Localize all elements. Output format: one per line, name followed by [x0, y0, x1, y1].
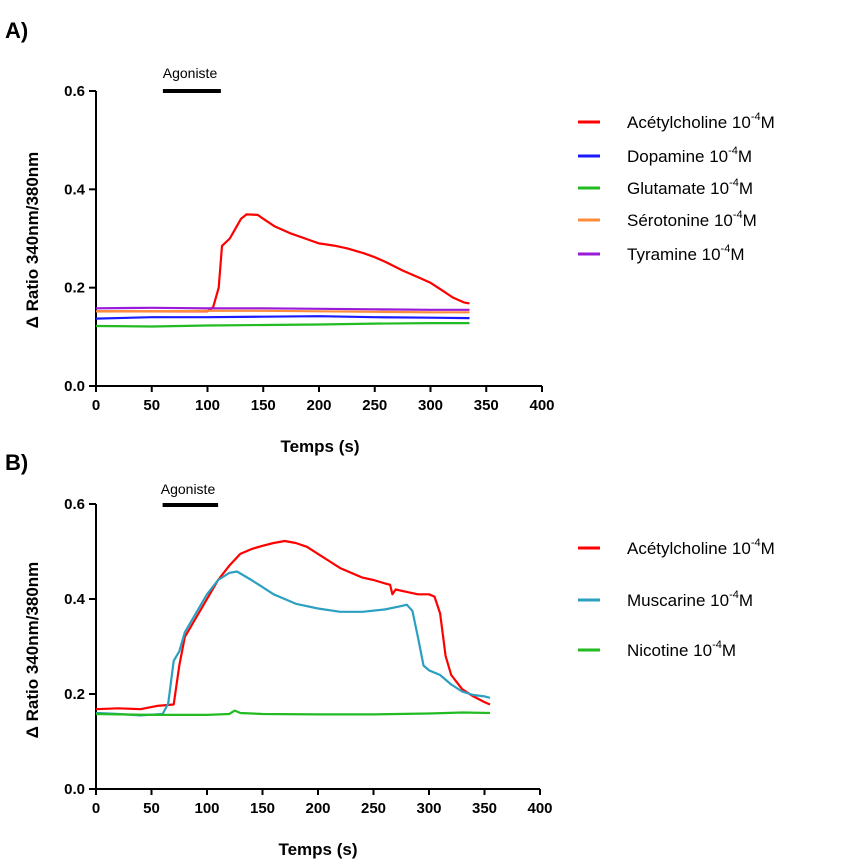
legend-label: Sérotonine 10: [627, 211, 733, 230]
panel-b-y-tick-label: 0.4: [64, 591, 86, 608]
legend-unit: M: [739, 179, 753, 198]
panel-a-agonist-annotation: Agoniste: [163, 65, 221, 93]
panel-a-x-tick-label: 0: [92, 397, 100, 414]
legend-unit: M: [761, 539, 775, 558]
panel-b-y-tick-label: 0.0: [64, 781, 85, 798]
panel-b-legend-item: Acétylcholine 10-4M: [578, 537, 775, 558]
panel-a-legend: Acétylcholine 10-4M Dopamine 10-4M Gluta…: [578, 111, 775, 264]
svg-text:Nicotine 10-4M: Nicotine 10-4M: [627, 639, 736, 660]
panel-a-label: A): [5, 18, 28, 43]
panel-b-x-tick-label: 350: [472, 800, 497, 817]
panel-b-series-line: [95, 539, 491, 711]
panel-a-series-line: [95, 306, 470, 311]
svg-text:Acétylcholine 10-4M: Acétylcholine 10-4M: [627, 111, 775, 132]
panel-a-x-tick-label: 50: [143, 397, 160, 414]
panel-a-x-tick-label: 200: [306, 397, 331, 414]
legend-unit: M: [743, 211, 757, 230]
panel-a-legend-item: Glutamate 10-4M: [578, 177, 753, 198]
legend-exponent: -4: [728, 145, 738, 157]
panel-b-x-tick-label: 50: [143, 800, 160, 817]
panel-b-x-tick-label: 0: [92, 800, 100, 817]
panel-a-x-tick-label: 300: [418, 397, 443, 414]
panel-b-x-tick-label: 100: [194, 800, 219, 817]
legend-label: Dopamine 10: [627, 147, 728, 166]
panel-a-x-axis-title: Temps (s): [280, 437, 359, 456]
panel-a-legend-item: Tyramine 10-4M: [578, 243, 745, 264]
panel-a-x-tick-label: 350: [474, 397, 499, 414]
legend-exponent: -4: [712, 639, 722, 651]
legend-label: Acétylcholine 10: [627, 113, 751, 132]
panel-b-x-axis-title: Temps (s): [278, 840, 357, 859]
legend-label: Nicotine 10: [627, 641, 712, 660]
panel-a-x-ticks: 0 50 100 150 200 250 300 350 400: [92, 386, 555, 414]
panel-a: A) 0 50 100 150 200 250 300 350 400 0.0 0.2 0.4 0.6…: [5, 18, 775, 456]
panel-b-x-tick-label: 200: [305, 800, 330, 817]
panel-b-agonist-annotation: Agoniste: [161, 481, 219, 507]
svg-text:Dopamine 10-4M: Dopamine 10-4M: [627, 145, 752, 166]
panel-b-legend-item: Nicotine 10-4M: [578, 639, 736, 660]
legend-label: Glutamate 10: [627, 179, 729, 198]
legend-exponent: -4: [721, 243, 731, 255]
panel-a-series-line: [96, 309, 470, 314]
legend-unit: M: [722, 641, 736, 660]
svg-text:Glutamate 10-4M: Glutamate 10-4M: [627, 177, 753, 198]
legend-exponent: -4: [733, 209, 743, 221]
panel-a-legend-item: Sérotonine 10-4M: [578, 209, 757, 230]
panel-a-legend-item: Acétylcholine 10-4M: [578, 111, 775, 132]
panel-b-x-tick-label: 250: [361, 800, 386, 817]
panel-a-axes: [95, 91, 542, 387]
panel-a-y-tick-label: 0.4: [64, 181, 86, 198]
legend-exponent: -4: [729, 589, 739, 601]
panel-b-y-tick-label: 0.6: [64, 496, 85, 513]
legend-unit: M: [730, 245, 744, 264]
panel-a-series: [95, 213, 470, 328]
legend-label: Muscarine 10: [627, 591, 729, 610]
panel-a-series-line: [95, 322, 470, 328]
panel-a-y-tick-label: 0.2: [64, 280, 85, 297]
panel-b-agonist-label: Agoniste: [161, 481, 216, 497]
panel-b-y-ticks: 0.0 0.2 0.4 0.6: [64, 496, 96, 798]
panel-b-y-axis-title: Δ Ratio 340nm/380nm: [23, 562, 42, 739]
panel-a-series-line: [96, 213, 470, 313]
svg-text:Acétylcholine 10-4M: Acétylcholine 10-4M: [627, 537, 775, 558]
panel-b-series-line: [95, 570, 491, 717]
panel-a-x-tick-label: 100: [195, 397, 220, 414]
panel-a-y-tick-label: 0.6: [64, 83, 85, 100]
panel-a-y-axis-title: Δ Ratio 340nm/380nm: [23, 152, 42, 329]
legend-exponent: -4: [751, 111, 761, 123]
panel-a-legend-item: Dopamine 10-4M: [578, 145, 752, 166]
panel-b-x-ticks: 0 50 100 150 200 250 300 350 400: [92, 789, 553, 817]
panel-b: B) 0 50 100 150 200 250 300 350 400 0.0 0.2 0.4 0.6…: [5, 450, 775, 859]
svg-text:Muscarine 10-4M: Muscarine 10-4M: [627, 589, 753, 610]
panel-b-axes: [95, 504, 540, 790]
panel-b-legend-item: Muscarine 10-4M: [578, 589, 753, 610]
legend-label: Acétylcholine 10: [627, 539, 751, 558]
legend-label: Tyramine 10: [627, 245, 721, 264]
svg-text:Tyramine 10-4M: Tyramine 10-4M: [627, 243, 745, 264]
panel-a-x-tick-label: 250: [362, 397, 387, 414]
svg-text:Sérotonine 10-4M: Sérotonine 10-4M: [627, 209, 757, 230]
panel-b-x-tick-label: 150: [250, 800, 275, 817]
panel-b-series: [95, 539, 491, 717]
legend-unit: M: [761, 113, 775, 132]
panel-a-y-tick-label: 0.0: [64, 378, 85, 395]
panel-a-y-ticks: 0.0 0.2 0.4 0.6: [64, 83, 96, 395]
panel-a-series-line: [95, 315, 470, 320]
panel-a-agonist-label: Agoniste: [163, 65, 218, 81]
panel-b-series-line: [95, 709, 491, 716]
panel-b-x-tick-label: 400: [527, 800, 552, 817]
legend-exponent: -4: [729, 177, 739, 189]
panel-a-x-tick-label: 400: [529, 397, 554, 414]
panel-b-label: B): [5, 450, 28, 475]
panel-b-x-tick-label: 300: [416, 800, 441, 817]
legend-unit: M: [738, 147, 752, 166]
legend-exponent: -4: [751, 537, 761, 549]
panel-b-legend: Acétylcholine 10-4M Muscarine 10-4M Nico…: [578, 537, 775, 660]
panel-b-y-tick-label: 0.2: [64, 686, 85, 703]
legend-unit: M: [739, 591, 753, 610]
panel-a-x-tick-label: 150: [251, 397, 276, 414]
